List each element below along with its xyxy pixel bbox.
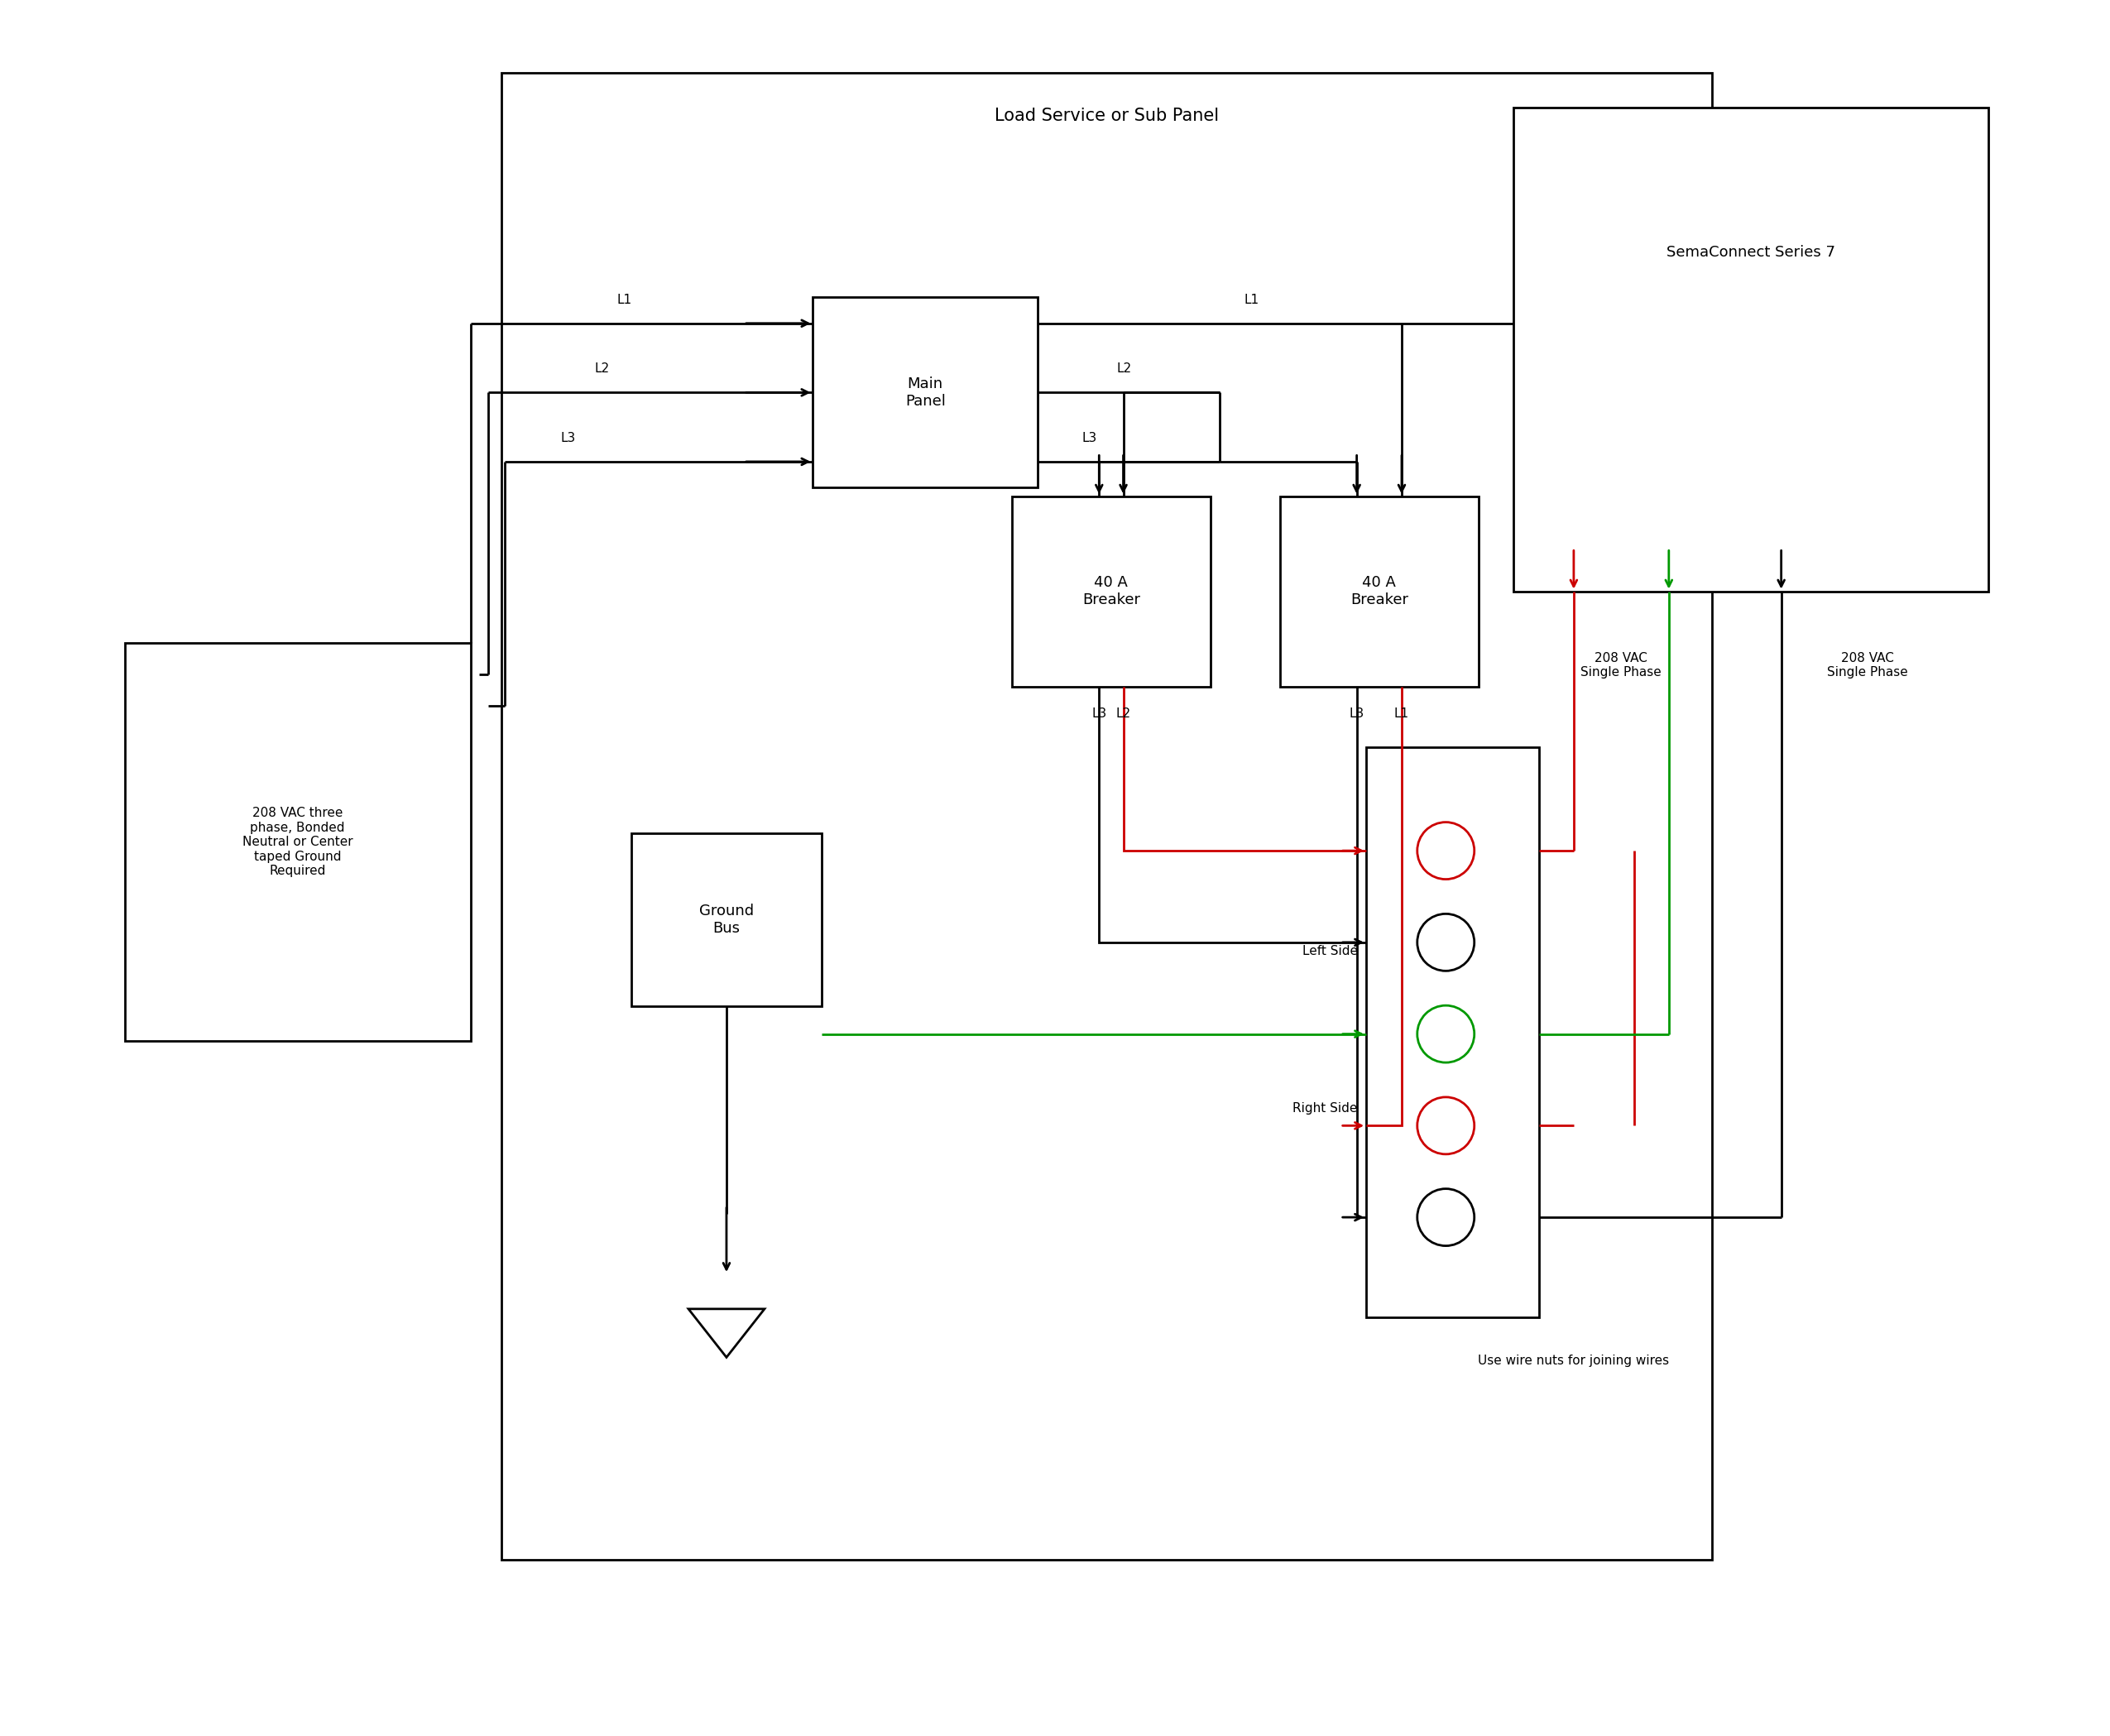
Text: Load Service or Sub Panel: Load Service or Sub Panel xyxy=(994,108,1220,123)
Text: L1: L1 xyxy=(616,293,633,306)
Text: L3: L3 xyxy=(1348,707,1365,720)
Polygon shape xyxy=(688,1309,764,1358)
Text: 208 VAC
Single Phase: 208 VAC Single Phase xyxy=(1580,651,1663,679)
Text: SemaConnect Series 7: SemaConnect Series 7 xyxy=(1667,245,1836,260)
Text: L3: L3 xyxy=(1091,707,1106,720)
Bar xyxy=(812,297,1038,488)
Circle shape xyxy=(1418,1189,1475,1246)
Circle shape xyxy=(1418,823,1475,878)
Text: L3: L3 xyxy=(561,432,576,444)
Bar xyxy=(1367,746,1538,1318)
Text: 40 A
Breaker: 40 A Breaker xyxy=(1350,575,1407,608)
Text: L1: L1 xyxy=(1395,707,1409,720)
Text: L2: L2 xyxy=(595,363,610,375)
Circle shape xyxy=(1418,1005,1475,1062)
Bar xyxy=(1513,108,1990,592)
Text: Main
Panel: Main Panel xyxy=(905,377,945,408)
Text: Ground
Bus: Ground Bus xyxy=(698,904,753,936)
Circle shape xyxy=(1418,1097,1475,1154)
Text: L3: L3 xyxy=(1082,432,1097,444)
Bar xyxy=(1013,496,1211,686)
Text: L1: L1 xyxy=(1245,293,1260,306)
Text: Use wire nuts for joining wires: Use wire nuts for joining wires xyxy=(1479,1354,1669,1366)
Text: 40 A
Breaker: 40 A Breaker xyxy=(1082,575,1139,608)
Text: 208 VAC
Single Phase: 208 VAC Single Phase xyxy=(1827,651,1907,679)
Bar xyxy=(1281,496,1479,686)
Bar xyxy=(631,833,821,1007)
Text: L2: L2 xyxy=(1116,707,1131,720)
Text: Right Side: Right Side xyxy=(1293,1102,1357,1115)
Text: 208 VAC three
phase, Bonded
Neutral or Center
taped Ground
Required: 208 VAC three phase, Bonded Neutral or C… xyxy=(243,807,352,877)
Bar xyxy=(502,73,1711,1559)
Bar xyxy=(124,644,471,1042)
Circle shape xyxy=(1418,913,1475,970)
Text: L2: L2 xyxy=(1116,363,1131,375)
Text: Left Side: Left Side xyxy=(1302,944,1357,957)
